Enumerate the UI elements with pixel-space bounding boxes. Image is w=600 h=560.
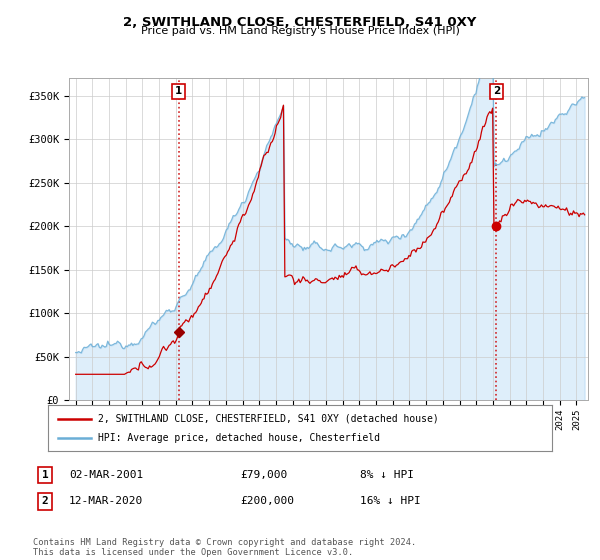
Text: HPI: Average price, detached house, Chesterfield: HPI: Average price, detached house, Ches… — [98, 433, 380, 443]
Text: 1: 1 — [175, 86, 182, 96]
Text: 16% ↓ HPI: 16% ↓ HPI — [360, 496, 421, 506]
Text: Price paid vs. HM Land Registry's House Price Index (HPI): Price paid vs. HM Land Registry's House … — [140, 26, 460, 36]
Text: Contains HM Land Registry data © Crown copyright and database right 2024.
This d: Contains HM Land Registry data © Crown c… — [33, 538, 416, 557]
Text: 12-MAR-2020: 12-MAR-2020 — [69, 496, 143, 506]
Text: 2: 2 — [493, 86, 500, 96]
Text: 2, SWITHLAND CLOSE, CHESTERFIELD, S41 0XY: 2, SWITHLAND CLOSE, CHESTERFIELD, S41 0X… — [124, 16, 476, 29]
Text: 1: 1 — [41, 470, 49, 480]
Text: £79,000: £79,000 — [240, 470, 287, 480]
Text: 2: 2 — [41, 496, 49, 506]
Text: £200,000: £200,000 — [240, 496, 294, 506]
Text: 2, SWITHLAND CLOSE, CHESTERFIELD, S41 0XY (detached house): 2, SWITHLAND CLOSE, CHESTERFIELD, S41 0X… — [98, 414, 439, 424]
Text: 8% ↓ HPI: 8% ↓ HPI — [360, 470, 414, 480]
Text: 02-MAR-2001: 02-MAR-2001 — [69, 470, 143, 480]
